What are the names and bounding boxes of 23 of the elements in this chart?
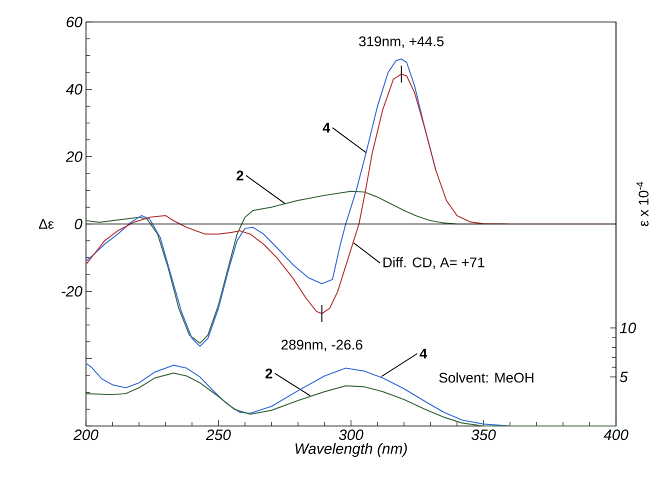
x-tick-label: 350	[471, 430, 496, 440]
x-tick-label: 300	[338, 430, 364, 440]
x-tick-label: 200	[73, 430, 98, 440]
annotation: 4	[322, 122, 330, 132]
x-tick-label: 400	[604, 430, 628, 440]
y-tick-label: 40	[66, 84, 82, 95]
y2-tick-label: 5	[620, 372, 628, 382]
annotation: 4	[420, 348, 428, 358]
y-axis-title: Δε	[38, 219, 54, 229]
annotation: 2	[265, 368, 272, 378]
y2-tick-label: 10	[620, 322, 636, 334]
y-tick-label: -20	[62, 286, 82, 297]
y2-axis-title: ε x 10$^{-4}$	[636, 182, 649, 226]
x-tick-label: 250	[206, 430, 231, 440]
x-axis-title: Wavelength (nm)	[296, 442, 407, 457]
annotation: Solvent: MeOH	[439, 372, 534, 383]
y-tick-label: 20	[66, 151, 82, 162]
y-tick-label: 60	[66, 16, 82, 28]
annotation: 2	[236, 170, 244, 180]
annotation: 319nm, +44.5	[359, 36, 444, 48]
annotation: Diff. CD, A= +71	[383, 257, 484, 269]
annotation: 289nm, -26.6	[281, 340, 362, 352]
y-tick-label: 0	[74, 218, 82, 230]
